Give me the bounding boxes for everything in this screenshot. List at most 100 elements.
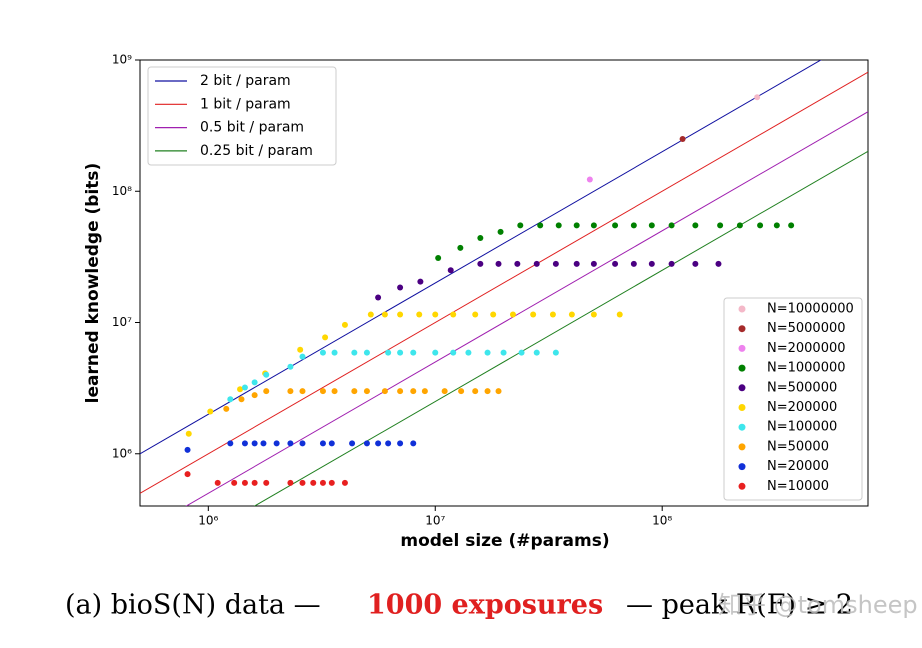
point [717,222,724,229]
point [518,349,525,356]
point [533,260,540,267]
point [287,388,294,395]
point [328,479,335,486]
point [227,440,234,447]
point [497,228,504,235]
point [331,388,338,395]
legend-marker [738,384,746,392]
watermark: 知乎 @tomsheep [718,591,918,619]
lines-legend: 2 bit / param 1 bit / param 0.5 bit / para… [147,66,337,166]
point [435,255,442,262]
point [530,311,537,318]
point [630,222,637,229]
legend-marker [738,443,746,451]
point [273,440,280,447]
point [397,284,404,291]
point [477,260,484,267]
legend-label: N=50000 [767,439,829,454]
point [351,388,358,395]
point [227,396,234,403]
point [648,222,655,229]
point [214,479,221,486]
reference-line [140,71,868,494]
point [363,349,370,356]
caption-suffix: — peak R(F) ≥ 2 [626,590,853,621]
point [788,222,795,229]
point [223,405,230,412]
point [484,349,491,356]
point [231,479,238,486]
point [736,222,743,229]
point [549,311,556,318]
point [287,440,294,447]
y-tick-label: 10⁸ [112,184,132,198]
reference-line [140,60,822,455]
point [573,260,580,267]
reference-line [185,111,868,506]
point [533,349,540,356]
legend-label: 1 bit / param [200,96,291,112]
point [363,440,370,447]
point [517,222,524,229]
point [432,311,439,318]
point [185,430,192,437]
point [679,136,686,143]
x-tick-label: 10⁸ [652,514,672,528]
legend-label: 0.5 bit / param [200,120,304,136]
point [241,384,248,391]
point [263,479,270,486]
point [552,260,559,267]
point [450,349,457,356]
point [207,408,214,415]
legend-label: N=20000 [767,459,829,474]
point [630,260,637,267]
legend-label: 0.25 bit / param [200,143,313,159]
legend-box [723,297,863,501]
legend-marker [738,463,746,471]
point [385,349,392,356]
y-tick-label: 10⁶ [112,446,132,460]
point [299,353,306,360]
plot-area [140,60,868,506]
point [441,388,448,395]
point [351,349,358,356]
point [319,388,326,395]
point [367,311,374,318]
point [328,440,335,447]
x-tick-label: 10⁶ [198,514,218,528]
point [385,440,392,447]
point [472,388,479,395]
legend-marker [738,325,746,333]
point [472,311,479,318]
point [773,222,780,229]
legend-label: 2 bit / param [200,73,291,89]
x-axis-label: model size (#params) [400,531,609,551]
point [648,260,655,267]
point [586,176,593,183]
legend-marker [738,482,746,490]
point [484,388,491,395]
point [754,94,761,101]
caption: (a) bioS(N) data — 1000 exposures — peak… [65,590,918,621]
point [692,260,699,267]
point [297,346,304,353]
point [450,311,457,318]
point [573,222,580,229]
point [251,479,258,486]
point [568,311,575,318]
point [381,311,388,318]
legend-label: N=500000 [767,380,837,395]
point [668,222,675,229]
point [341,479,348,486]
point [341,321,348,328]
y-axis-label: learned knowledge (bits) [83,163,103,404]
point [260,440,267,447]
point [331,349,338,356]
legend-label: N=200000 [767,400,837,415]
legend-marker [738,364,746,372]
point [417,278,424,285]
point [310,479,317,486]
point [668,260,675,267]
point [477,235,484,242]
point [263,388,270,395]
